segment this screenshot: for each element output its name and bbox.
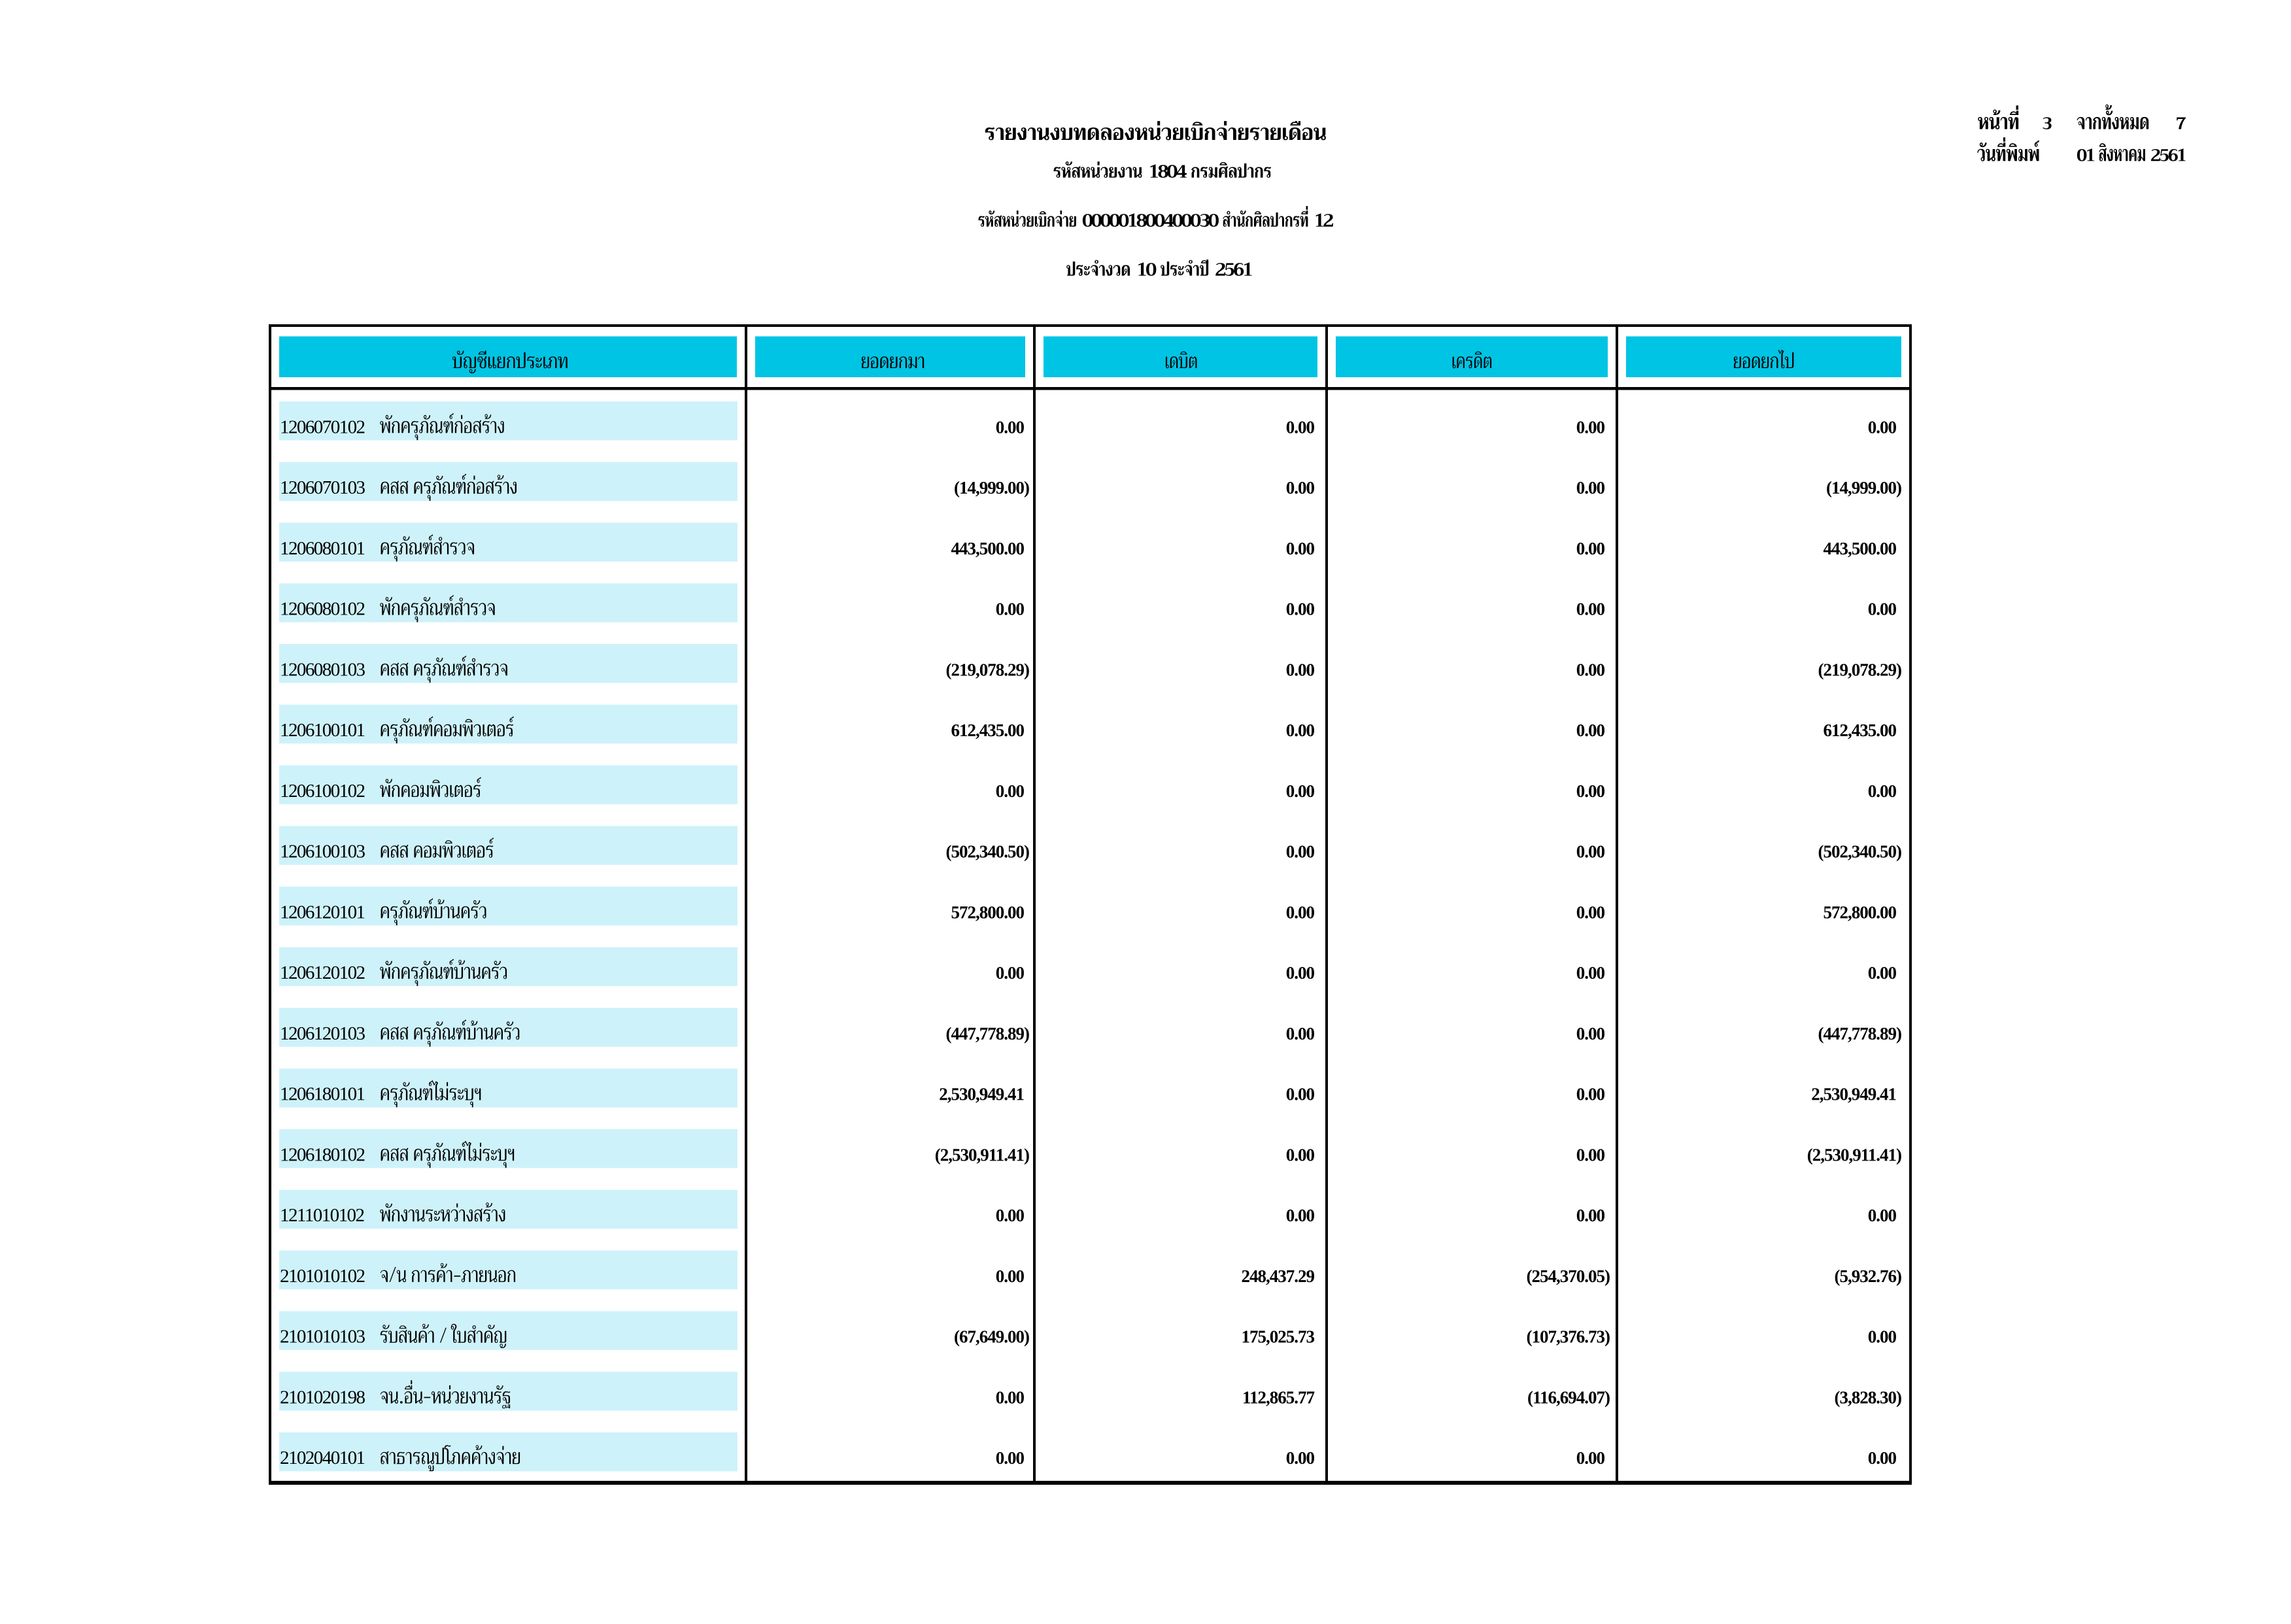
svg-text:1206180102: 1206180102 [280,1144,365,1165]
svg-text:0.00: 0.00 [1868,417,1897,437]
svg-text:(5,932.76): (5,932.76) [1835,1266,1901,1286]
svg-text:0.00: 0.00 [1576,842,1605,862]
svg-text:(107,376.73): (107,376.73) [1527,1327,1610,1347]
svg-text:(219,078.29): (219,078.29) [946,660,1029,679]
svg-text:1206120103: 1206120103 [280,1023,365,1044]
svg-text:0.00: 0.00 [996,1266,1025,1286]
svg-text:0.00: 0.00 [1286,781,1315,801]
svg-text:612,435.00: 612,435.00 [1824,720,1897,740]
svg-text:0.00: 0.00 [1576,781,1605,801]
svg-text:2101010102: 2101010102 [280,1266,365,1287]
svg-text:1206100103: 1206100103 [280,841,365,862]
svg-text:0.00: 0.00 [1576,963,1605,983]
svg-text:0.00: 0.00 [996,600,1025,619]
svg-text:0.00: 0.00 [1576,660,1605,679]
svg-text:0.00: 0.00 [1576,720,1605,740]
svg-text:0.00: 0.00 [996,963,1025,983]
svg-text:(502,340.50): (502,340.50) [946,842,1029,862]
svg-text:0.00: 0.00 [1576,539,1605,558]
svg-text:0.00: 0.00 [996,1448,1025,1468]
svg-text:(2,530,911.41): (2,530,911.41) [1807,1145,1901,1164]
svg-text:(14,999.00): (14,999.00) [954,478,1029,498]
svg-text:(254,370.05): (254,370.05) [1527,1266,1610,1286]
svg-text:0.00: 0.00 [1576,1145,1605,1164]
svg-text:0.00: 0.00 [1576,478,1605,498]
svg-text:0.00: 0.00 [1286,478,1315,498]
svg-text:1211010102: 1211010102 [280,1205,364,1226]
svg-text:2101020198: 2101020198 [280,1387,365,1408]
svg-text:0.00: 0.00 [1868,1327,1897,1347]
svg-text:248,437.29: 248,437.29 [1242,1266,1315,1286]
svg-text:0.00: 0.00 [1286,600,1315,619]
svg-text:0.00: 0.00 [1286,660,1315,679]
svg-text:443,500.00: 443,500.00 [951,539,1025,558]
svg-text:2102040101: 2102040101 [280,1447,365,1468]
svg-text:0.00: 0.00 [1286,1085,1315,1104]
svg-text:0.00: 0.00 [1286,902,1315,922]
svg-text:1206080102: 1206080102 [280,599,365,620]
svg-text:(447,778.89): (447,778.89) [1818,1024,1901,1043]
svg-text:(3,828.30): (3,828.30) [1835,1388,1901,1408]
svg-text:0.00: 0.00 [1286,1448,1315,1468]
svg-text:(116,694.07): (116,694.07) [1527,1388,1610,1408]
svg-text:(67,649.00): (67,649.00) [954,1327,1029,1347]
svg-text:1206120101: 1206120101 [280,902,365,922]
svg-text:0.00: 0.00 [1286,720,1315,740]
svg-text:1206100101: 1206100101 [280,720,365,741]
svg-text:0.00: 0.00 [1286,963,1315,983]
svg-text:1206070102: 1206070102 [280,416,365,437]
svg-text:0.00: 0.00 [1576,1206,1605,1225]
svg-text:0.00: 0.00 [1286,539,1315,558]
svg-text:(502,340.50): (502,340.50) [1818,842,1901,862]
svg-text:0.00: 0.00 [1286,1024,1315,1043]
svg-text:112,865.77: 112,865.77 [1242,1388,1315,1408]
svg-text:0.00: 0.00 [1576,1448,1605,1468]
svg-text:0.00: 0.00 [1286,1206,1315,1225]
svg-text:0.00: 0.00 [1868,600,1897,619]
svg-text:1206120102: 1206120102 [280,962,365,983]
svg-text:0.00: 0.00 [1286,842,1315,862]
svg-text:1206080103: 1206080103 [280,659,365,680]
svg-text:(2,530,911.41): (2,530,911.41) [935,1145,1029,1164]
svg-text:1206100102: 1206100102 [280,781,365,802]
svg-text:443,500.00: 443,500.00 [1824,539,1897,558]
svg-text:2,530,949.41: 2,530,949.41 [1811,1085,1896,1104]
svg-text:(447,778.89): (447,778.89) [946,1024,1029,1043]
svg-text:572,800.00: 572,800.00 [951,902,1025,922]
svg-text:612,435.00: 612,435.00 [951,720,1025,740]
svg-text:(219,078.29): (219,078.29) [1818,660,1901,679]
svg-text:0.00: 0.00 [1868,963,1897,983]
svg-text:0.00: 0.00 [1868,1206,1897,1225]
svg-text:0.00: 0.00 [1576,600,1605,619]
svg-text:0.00: 0.00 [1286,1145,1315,1164]
svg-text:0.00: 0.00 [1286,417,1315,437]
svg-text:2101010103: 2101010103 [280,1327,365,1347]
svg-text:(14,999.00): (14,999.00) [1826,478,1901,498]
svg-text:0.00: 0.00 [996,781,1025,801]
svg-text:0.00: 0.00 [1576,1085,1605,1104]
svg-text:1206180101: 1206180101 [280,1084,365,1105]
svg-text:0.00: 0.00 [996,1206,1025,1225]
svg-text:0.00: 0.00 [996,1388,1025,1408]
svg-text:0.00: 0.00 [1576,417,1605,437]
svg-text:0.00: 0.00 [1868,1448,1897,1468]
svg-text:572,800.00: 572,800.00 [1824,902,1897,922]
svg-text:1206070103: 1206070103 [280,477,365,498]
svg-text:2,530,949.41: 2,530,949.41 [939,1085,1024,1104]
svg-text:0.00: 0.00 [996,417,1025,437]
svg-text:0.00: 0.00 [1576,902,1605,922]
svg-text:1206080101: 1206080101 [280,538,365,559]
svg-text:0.00: 0.00 [1576,1024,1605,1043]
svg-text:0.00: 0.00 [1868,781,1897,801]
svg-text:175,025.73: 175,025.73 [1242,1327,1315,1347]
